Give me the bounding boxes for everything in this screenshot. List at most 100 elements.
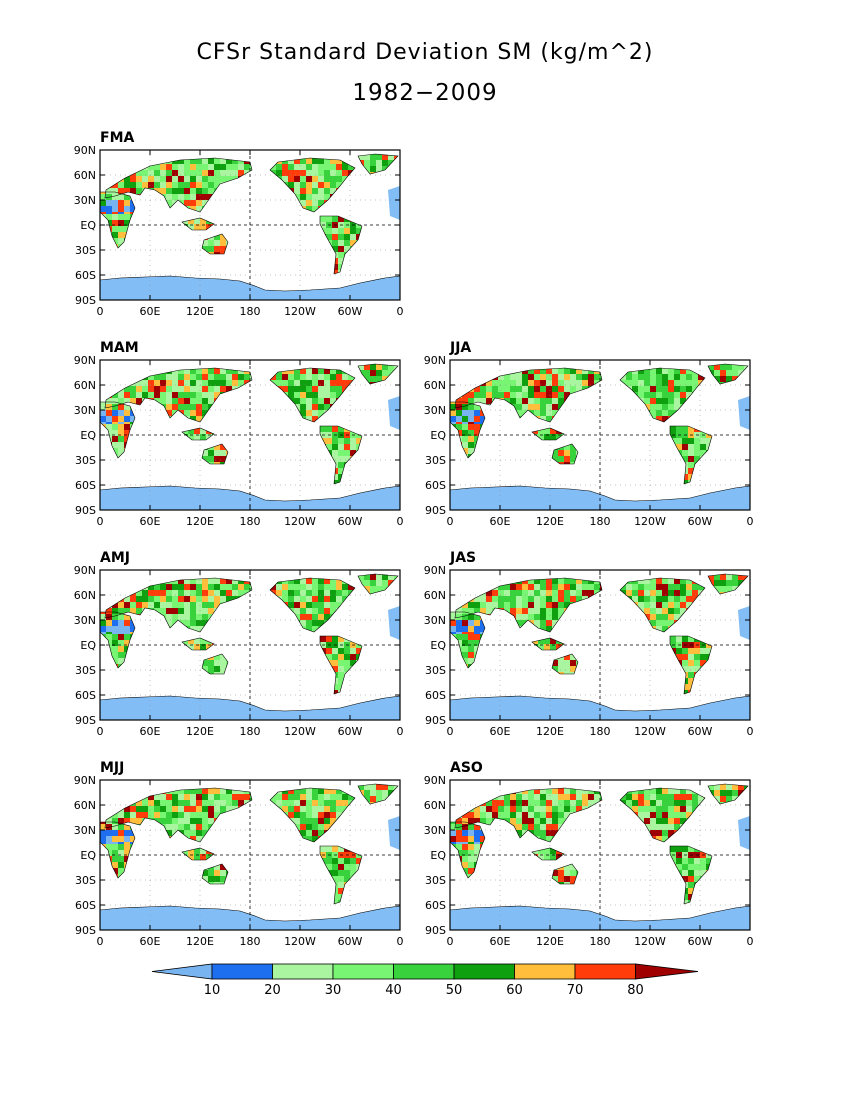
lon-tick-label: 60W <box>688 935 713 948</box>
colorbar-segment <box>453 963 515 980</box>
lat-tick-label: 60N <box>74 589 96 602</box>
lon-tick-label: 60E <box>490 725 511 738</box>
lon-tick-label: 120E <box>186 935 214 948</box>
land-field <box>450 574 748 694</box>
land-field <box>100 154 398 274</box>
colorbar-label: 10 <box>204 983 221 998</box>
lat-tick-label: 60S <box>75 689 96 702</box>
lat-tick-label: 60S <box>425 899 446 912</box>
lon-tick-label: 60W <box>338 305 363 318</box>
lat-tick-label: 30N <box>74 404 96 417</box>
colorbar-segment <box>393 963 455 980</box>
lon-tick-label: 120E <box>186 515 214 528</box>
lon-tick-label: 180 <box>240 515 261 528</box>
lon-tick-label: 180 <box>240 935 261 948</box>
land-field <box>100 574 398 694</box>
ocean-patch <box>388 816 400 850</box>
lat-tick-label: 30S <box>75 454 96 467</box>
lat-tick-label: 90S <box>75 504 96 517</box>
lon-tick-label: 60W <box>688 515 713 528</box>
lat-tick-label: 90N <box>424 774 446 787</box>
colorbar-segment <box>514 963 576 980</box>
lon-tick-label: 180 <box>240 725 261 738</box>
panel-label: FMA <box>100 130 134 146</box>
lon-tick-label: 60W <box>688 725 713 738</box>
lat-tick-label: 60N <box>424 379 446 392</box>
lon-tick-label: 0 <box>97 515 104 528</box>
lat-tick-label: 30S <box>425 454 446 467</box>
land-field <box>100 784 398 904</box>
colorbar-label: 60 <box>506 983 523 998</box>
lon-tick-label: 0 <box>447 515 454 528</box>
lat-tick-label: 60S <box>75 479 96 492</box>
lon-tick-label: 60E <box>490 935 511 948</box>
ocean-patch <box>738 396 750 430</box>
lat-tick-label: 60N <box>74 799 96 812</box>
lon-tick-label: 60E <box>140 935 161 948</box>
lat-tick-label: 60S <box>425 689 446 702</box>
colorbar-low-arrow <box>151 963 213 980</box>
lat-tick-label: 90N <box>74 564 96 577</box>
lon-tick-label: 0 <box>397 305 404 318</box>
lon-tick-label: 60E <box>140 515 161 528</box>
lat-tick-label: 30N <box>424 824 446 837</box>
chart-title: CFSr Standard Deviation SM (kg/m^2) <box>196 40 654 65</box>
lon-tick-label: 0 <box>97 935 104 948</box>
lon-tick-label: 0 <box>747 725 754 738</box>
lat-tick-label: 30N <box>424 404 446 417</box>
colorbar-label: 30 <box>325 983 342 998</box>
lat-tick-label: 90N <box>74 774 96 787</box>
lat-tick-label: 90S <box>425 504 446 517</box>
lat-tick-label: 60N <box>74 379 96 392</box>
lat-tick-label: 60S <box>75 269 96 282</box>
lon-tick-label: 0 <box>97 725 104 738</box>
lat-tick-label: 90S <box>75 714 96 727</box>
lon-tick-label: 0 <box>747 515 754 528</box>
lon-tick-label: 180 <box>590 935 611 948</box>
colorbar-segment <box>211 963 273 980</box>
ocean-patch <box>388 606 400 640</box>
lat-tick-label: EQ <box>430 429 446 442</box>
lon-tick-label: 60W <box>338 515 363 528</box>
lat-tick-label: 30S <box>425 874 446 887</box>
lat-tick-label: 90S <box>425 714 446 727</box>
lon-tick-label: 0 <box>447 935 454 948</box>
lon-tick-label: 120W <box>284 935 316 948</box>
colorbar-label: 50 <box>446 983 463 998</box>
lat-tick-label: 90N <box>424 564 446 577</box>
chart-subtitle: 1982−2009 <box>352 80 498 106</box>
lon-tick-label: 60E <box>140 305 161 318</box>
lat-tick-label: 90N <box>74 144 96 157</box>
lat-tick-label: 30N <box>74 194 96 207</box>
ocean-patch <box>388 186 400 220</box>
land-field <box>100 364 398 484</box>
lon-tick-label: 120E <box>536 725 564 738</box>
lat-tick-label: 30S <box>75 664 96 677</box>
lon-tick-label: 120W <box>284 305 316 318</box>
panel-label: JAS <box>449 550 476 566</box>
ocean-patch <box>738 606 750 640</box>
lon-tick-label: 180 <box>240 305 261 318</box>
lat-tick-label: 60N <box>74 169 96 182</box>
lat-tick-label: 30S <box>425 664 446 677</box>
lon-tick-label: 120W <box>634 935 666 948</box>
lon-tick-label: 60W <box>338 725 363 738</box>
lat-tick-label: 30N <box>74 614 96 627</box>
lat-tick-label: 30N <box>74 824 96 837</box>
lat-tick-label: 90S <box>75 924 96 937</box>
lat-tick-label: EQ <box>80 429 96 442</box>
colorbar-segment <box>574 963 636 980</box>
lon-tick-label: 180 <box>590 725 611 738</box>
lon-tick-label: 120W <box>284 515 316 528</box>
lon-tick-label: 0 <box>397 725 404 738</box>
panel-label: AMJ <box>100 550 130 566</box>
lon-tick-label: 120E <box>186 725 214 738</box>
colorbar-segment <box>332 963 394 980</box>
lat-tick-label: EQ <box>80 639 96 652</box>
lon-tick-label: 60E <box>490 515 511 528</box>
lon-tick-label: 120W <box>634 725 666 738</box>
